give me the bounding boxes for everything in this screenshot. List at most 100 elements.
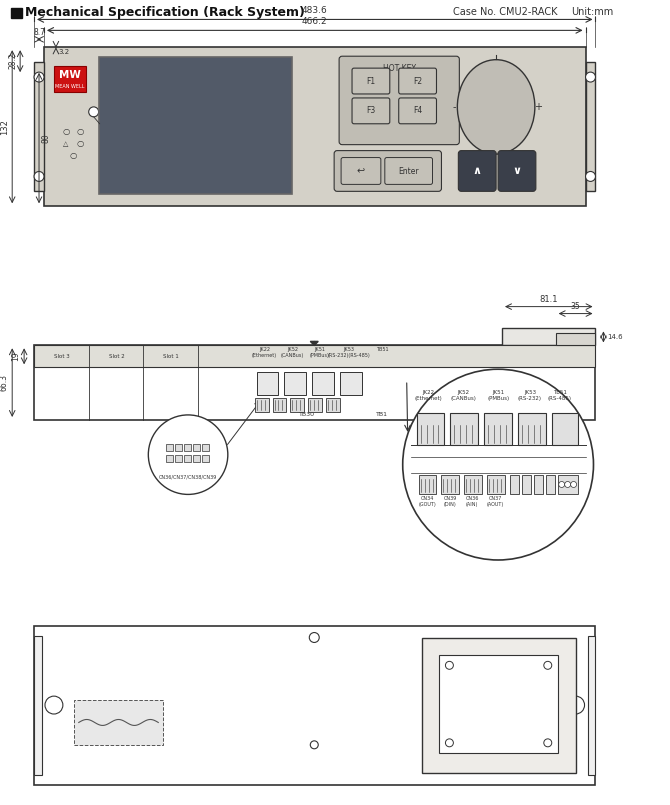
Text: ∧: ∧ xyxy=(473,167,482,176)
Circle shape xyxy=(34,171,44,181)
Text: F1: F1 xyxy=(366,76,375,85)
Bar xyxy=(255,398,269,412)
Text: ○: ○ xyxy=(69,151,76,160)
Bar xyxy=(557,474,578,494)
Bar xyxy=(419,474,436,494)
Bar xyxy=(184,455,191,461)
Text: 8.7: 8.7 xyxy=(33,28,45,37)
Text: TB30: TB30 xyxy=(492,510,514,519)
Text: JK53
(RS-232)(RS-485): JK53 (RS-232)(RS-485) xyxy=(328,347,371,358)
Bar xyxy=(166,444,173,451)
Circle shape xyxy=(586,72,596,82)
Bar xyxy=(522,474,531,494)
Bar xyxy=(273,398,287,412)
Text: F2: F2 xyxy=(413,76,422,85)
FancyBboxPatch shape xyxy=(334,151,442,192)
Text: ○: ○ xyxy=(62,127,70,136)
FancyBboxPatch shape xyxy=(399,98,436,124)
Bar xyxy=(510,474,519,494)
Text: Unit:mm: Unit:mm xyxy=(571,7,613,18)
Bar xyxy=(552,413,578,444)
Text: CN36
(AIN): CN36 (AIN) xyxy=(466,497,479,507)
Text: CN36/CN37/CN38/CN39: CN36/CN37/CN38/CN39 xyxy=(159,474,217,479)
Text: Slot 3: Slot 3 xyxy=(54,353,70,359)
Circle shape xyxy=(567,696,584,714)
Bar xyxy=(175,455,182,461)
Text: TB51
(RS-485): TB51 (RS-485) xyxy=(547,390,572,401)
Bar xyxy=(440,655,557,753)
Bar xyxy=(290,398,304,412)
Circle shape xyxy=(586,171,596,181)
Bar xyxy=(588,635,596,774)
Bar xyxy=(34,625,596,785)
Text: JK22
(Ethernet): JK22 (Ethernet) xyxy=(252,347,277,358)
FancyBboxPatch shape xyxy=(458,151,496,192)
Bar xyxy=(285,372,306,395)
Text: Slot 2: Slot 2 xyxy=(109,353,125,359)
Text: CN39
(DIN): CN39 (DIN) xyxy=(444,497,457,507)
Text: Mechanical Specification (Rack System): Mechanical Specification (Rack System) xyxy=(25,6,305,19)
Text: ↩: ↩ xyxy=(357,167,365,176)
Text: 19: 19 xyxy=(11,352,20,361)
Text: RY4 RY3 RY2 RY1: RY4 RY3 RY2 RY1 xyxy=(505,497,547,502)
Text: MEAN WELL: MEAN WELL xyxy=(55,85,84,89)
Text: ○: ○ xyxy=(76,127,83,136)
Bar xyxy=(546,474,555,494)
Text: N  L  FG: N L FG xyxy=(558,497,577,502)
Bar xyxy=(450,413,478,444)
Bar xyxy=(487,474,505,494)
Bar xyxy=(442,474,460,494)
Circle shape xyxy=(446,662,454,669)
Text: ∨: ∨ xyxy=(513,167,521,176)
Bar xyxy=(534,474,543,494)
Bar xyxy=(11,7,22,19)
FancyBboxPatch shape xyxy=(399,68,436,94)
Bar xyxy=(193,455,200,461)
Bar xyxy=(340,372,362,395)
Text: CN34
(GOUT): CN34 (GOUT) xyxy=(419,497,436,507)
Bar xyxy=(326,398,340,412)
Text: Slot 1: Slot 1 xyxy=(163,353,179,359)
Circle shape xyxy=(88,107,98,117)
Bar xyxy=(54,66,86,92)
Text: JK22
(Ethernet): JK22 (Ethernet) xyxy=(415,390,442,401)
Text: 1: 1 xyxy=(556,406,559,411)
Text: 66.3: 66.3 xyxy=(0,374,8,391)
Circle shape xyxy=(571,481,577,488)
FancyBboxPatch shape xyxy=(498,151,536,192)
Text: TB1: TB1 xyxy=(559,510,576,519)
Text: TB1: TB1 xyxy=(376,412,388,417)
Text: JK53
(RS-232): JK53 (RS-232) xyxy=(518,390,542,401)
Bar xyxy=(257,372,279,395)
Bar xyxy=(184,444,191,451)
Bar xyxy=(484,413,512,444)
Circle shape xyxy=(544,739,552,747)
Circle shape xyxy=(565,481,571,488)
Bar xyxy=(98,57,292,194)
Circle shape xyxy=(310,633,319,642)
FancyBboxPatch shape xyxy=(352,98,390,124)
Circle shape xyxy=(310,741,318,749)
Bar xyxy=(417,413,444,444)
Text: △: △ xyxy=(63,141,68,147)
Bar xyxy=(502,328,596,345)
Bar xyxy=(34,345,596,367)
Text: 28.2: 28.2 xyxy=(8,53,17,69)
FancyBboxPatch shape xyxy=(341,158,381,184)
Text: 35: 35 xyxy=(571,302,580,311)
Text: 81.1: 81.1 xyxy=(539,295,558,303)
Bar xyxy=(202,455,209,461)
Text: 14.6: 14.6 xyxy=(608,334,623,340)
Bar xyxy=(166,455,173,461)
Circle shape xyxy=(403,369,594,560)
Text: HOT KEY: HOT KEY xyxy=(383,64,415,72)
Text: 80: 80 xyxy=(41,134,50,142)
Bar xyxy=(555,333,596,345)
Circle shape xyxy=(148,415,228,494)
Bar xyxy=(175,444,182,451)
Text: -: - xyxy=(453,102,456,112)
Circle shape xyxy=(45,696,63,714)
Text: 3.2: 3.2 xyxy=(59,49,70,56)
Bar xyxy=(421,638,576,773)
Text: F4: F4 xyxy=(413,106,422,115)
